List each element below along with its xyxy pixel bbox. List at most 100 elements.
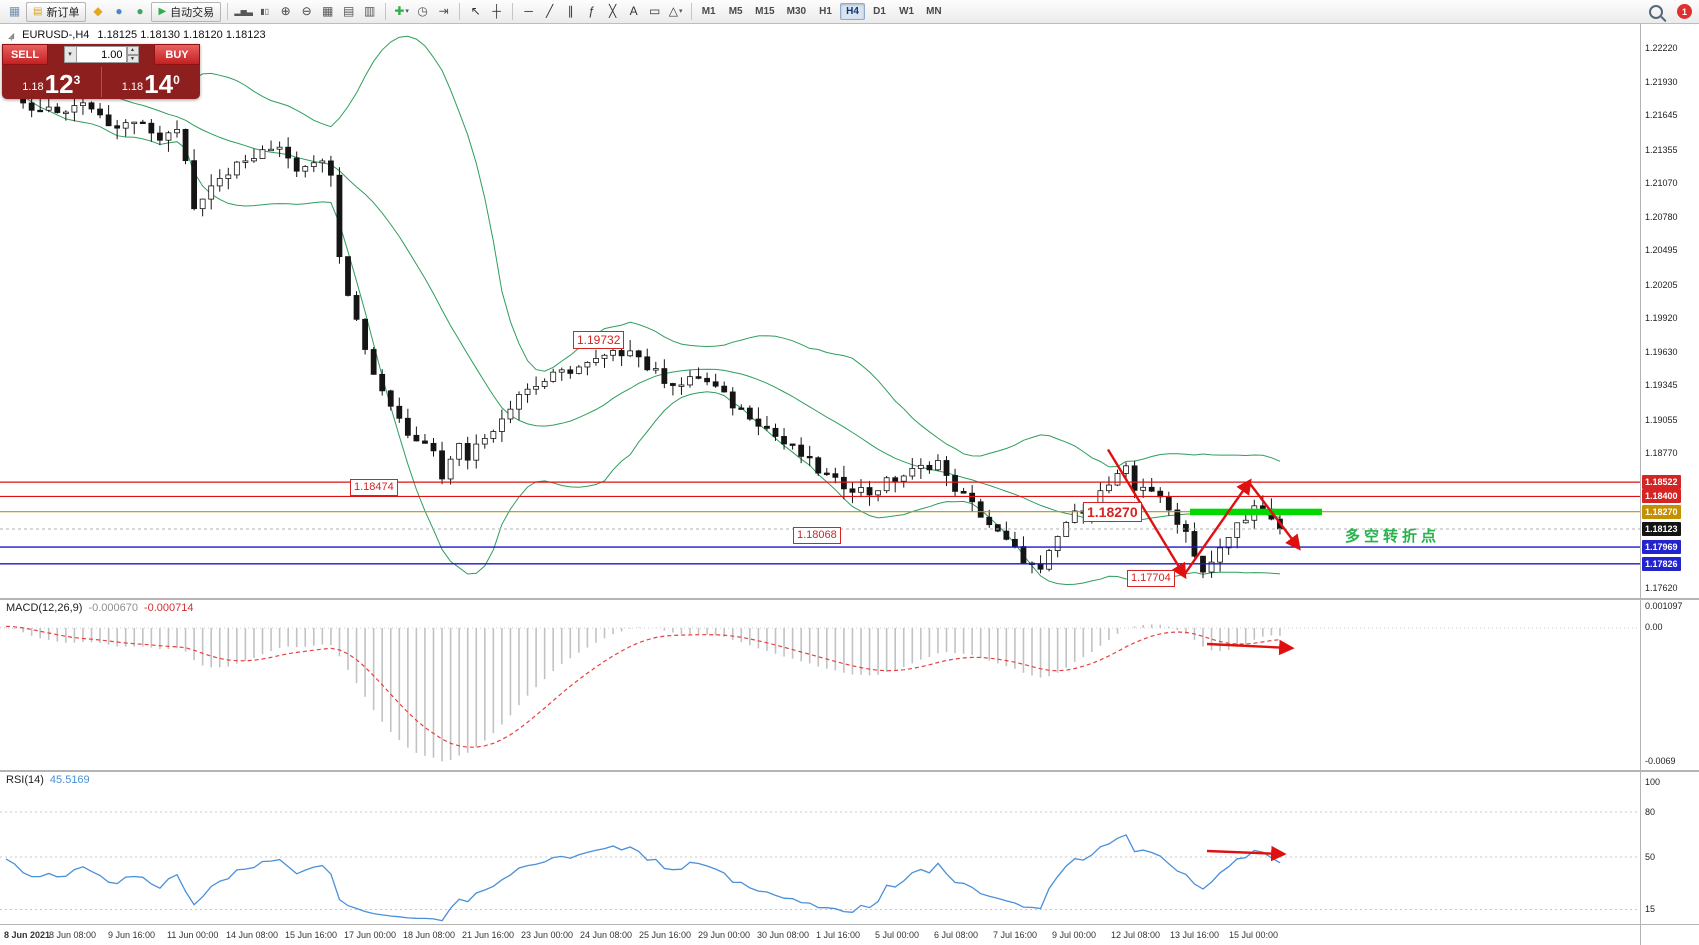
- text-icon[interactable]: A: [629, 4, 638, 18]
- autotrading-button[interactable]: ▶ 自动交易: [151, 1, 222, 22]
- candle-body: [687, 376, 693, 386]
- candle-body: [199, 198, 206, 210]
- drawing-tools-icon[interactable]: ╳: [609, 4, 617, 18]
- candle-body: [353, 295, 360, 320]
- candle-body: [789, 443, 796, 446]
- new-order-button-icon: ▤: [33, 6, 43, 17]
- new-chart-icon[interactable]: ✚ ▾: [392, 2, 411, 21]
- pane-splitter[interactable]: [0, 770, 1699, 772]
- channel-icon[interactable]: ∥: [567, 4, 574, 18]
- candlestick-icon[interactable]: ▮▯: [260, 7, 270, 16]
- fibonacci-icon[interactable]: ƒ: [588, 4, 595, 18]
- candle-body: [704, 377, 710, 383]
- price-scale-tick: 1.21930: [1645, 77, 1678, 88]
- candle-body: [1131, 465, 1138, 491]
- pivot-highlight-bar[interactable]: [1190, 508, 1322, 516]
- time-axis-label: 15 Jul 00:00: [1229, 930, 1279, 940]
- horizontal-line-icon[interactable]: ─: [524, 4, 533, 18]
- bars-icon[interactable]: ▂▅▃: [234, 7, 253, 16]
- rsi-scale-tick: 15: [1645, 904, 1656, 914]
- bollinger-lower-band: [5, 87, 1281, 586]
- pivot-annotation-text[interactable]: 多空转折点: [1345, 528, 1441, 545]
- price-scale[interactable]: 1.22220 1.21930 1.21645 1.21355 1.21070 1.207…: [1641, 24, 1699, 945]
- notification-badge[interactable]: 1: [1677, 4, 1692, 19]
- crosshair-icon[interactable]: ┼: [492, 4, 501, 18]
- market-icon[interactable]: ●: [115, 4, 123, 18]
- macd-scale-tick: 0.00: [1645, 622, 1663, 632]
- price-scale-tick: 1.19055: [1645, 414, 1678, 425]
- one-click-trading-panel: SELL ▾ ▲ ▼ BUY 1.18 12 3 1.18 14 0: [2, 44, 200, 99]
- buy-price[interactable]: 1.18 14 0: [102, 65, 201, 99]
- new-chart-icon-caret[interactable]: ▾: [405, 8, 409, 15]
- trend-arrow[interactable]: [1106, 448, 1187, 580]
- timeframe-d1[interactable]: D1: [873, 6, 886, 17]
- time-axis[interactable]: 8 Jun 2021 8 Jun 08:00 9 Jun 16:00 11 Jun 0…: [0, 924, 1640, 945]
- zoom-in-icon[interactable]: ⊕: [280, 4, 291, 18]
- candle-body: [28, 102, 35, 111]
- macd-arrow[interactable]: [1206, 639, 1295, 656]
- search-icon[interactable]: [1649, 4, 1663, 19]
- rsi-value: 45.5169: [49, 774, 90, 786]
- pane-splitter[interactable]: [0, 598, 1699, 600]
- chart-shift-icon[interactable]: ⇥: [438, 4, 449, 18]
- price-scale-badge: 1.18400: [1642, 489, 1681, 504]
- metaeditor-icon[interactable]: ◆: [93, 4, 103, 18]
- candle-body: [1106, 484, 1112, 492]
- timeframe-m30[interactable]: M30: [786, 6, 807, 17]
- timeframe-m5[interactable]: M5: [728, 6, 743, 17]
- buy-button[interactable]: BUY: [154, 44, 200, 65]
- timeframe-m15[interactable]: M15: [755, 6, 775, 17]
- candle-body: [276, 146, 283, 150]
- tile-windows-icon[interactable]: ▦: [321, 4, 334, 18]
- sell-price[interactable]: 1.18 12 3: [2, 65, 101, 99]
- volume-increase-button[interactable]: ▲: [126, 46, 139, 55]
- candle-body: [1208, 561, 1215, 573]
- period-icon[interactable]: ◷: [417, 4, 428, 18]
- candle-body: [952, 475, 958, 492]
- shapes-icon[interactable]: △ ▾: [666, 2, 685, 21]
- buy-price-pips: 14: [144, 69, 174, 99]
- timeframe-m1[interactable]: M1: [701, 6, 716, 17]
- chart-canvas[interactable]: [0, 24, 1699, 945]
- time-axis-label: 24 Jun 08:00: [580, 930, 633, 940]
- panel-collapse-icon[interactable]: ▼: [8, 36, 15, 43]
- trend-arrow[interactable]: [1248, 481, 1301, 551]
- trend-arrow[interactable]: [1183, 478, 1252, 576]
- sell-button[interactable]: SELL: [2, 44, 48, 65]
- rsi-arrow[interactable]: [1206, 845, 1287, 862]
- community-icon[interactable]: ●: [136, 4, 144, 18]
- candle-body: [430, 442, 437, 452]
- candle-body: [131, 121, 138, 125]
- candle-body: [550, 371, 557, 382]
- volume-dropdown-icon[interactable]: ▾: [63, 46, 77, 63]
- trendline-icon[interactable]: ╱: [546, 4, 554, 18]
- cursor-icon[interactable]: ↖: [470, 4, 481, 18]
- price-divider: [100, 67, 102, 97]
- candle-body: [575, 366, 582, 374]
- arrange-windows-icon[interactable]: ▥: [363, 4, 376, 18]
- candle-body: [516, 394, 522, 410]
- price-scale-badge: 1.18123: [1642, 521, 1681, 536]
- candle-body: [456, 443, 463, 460]
- label-icon[interactable]: ▭: [648, 4, 661, 18]
- time-axis-label: 6 Jul 08:00: [934, 930, 979, 940]
- timeframe-mn[interactable]: MN: [926, 6, 942, 17]
- chart-window-icon[interactable]: ▦: [8, 4, 21, 18]
- timeframe-w1[interactable]: W1: [899, 6, 915, 17]
- new-order-button[interactable]: ▤ 新订单: [26, 1, 87, 22]
- timeframe-h4[interactable]: H4: [840, 3, 866, 20]
- sell-price-fraction: 3: [73, 73, 81, 87]
- timeframe-h1[interactable]: H1: [819, 6, 832, 17]
- candle-body: [943, 460, 950, 476]
- shapes-icon-caret[interactable]: ▾: [679, 8, 683, 15]
- candle-body: [251, 158, 257, 162]
- candle-body: [746, 407, 753, 420]
- volume-decrease-button[interactable]: ▼: [126, 54, 139, 63]
- time-axis-label: 1 Jul 16:00: [816, 930, 861, 940]
- candle-body: [404, 417, 411, 436]
- time-axis-label: 5 Jul 00:00: [875, 930, 920, 940]
- zoom-out-icon[interactable]: ⊖: [301, 4, 312, 18]
- volume-input[interactable]: [76, 46, 127, 63]
- cascade-windows-icon[interactable]: ▤: [342, 4, 355, 18]
- bollinger-upper-band: [5, 35, 1281, 468]
